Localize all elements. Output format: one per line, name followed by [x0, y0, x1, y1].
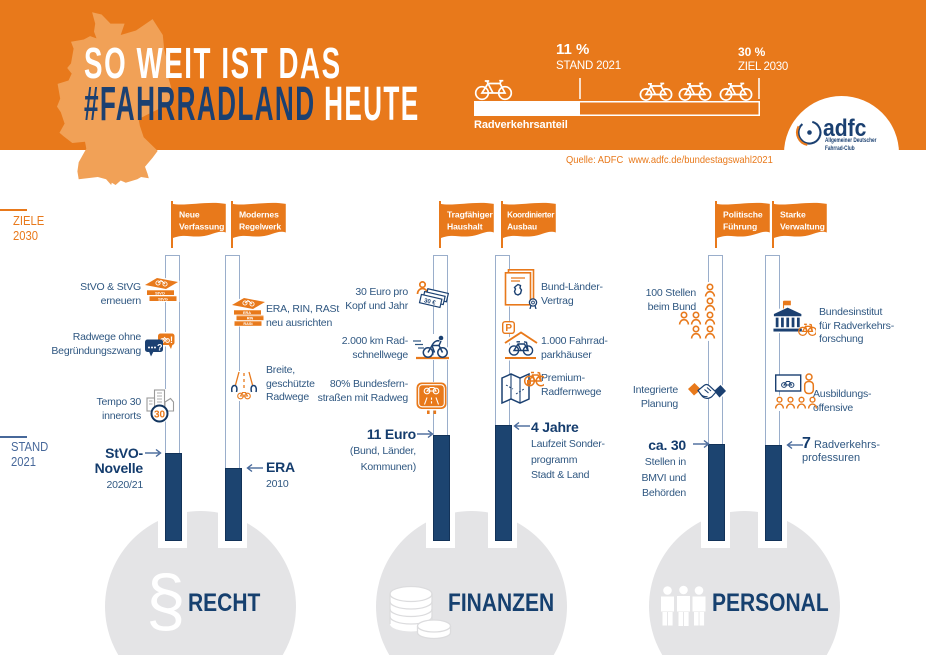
svg-text:?: ?	[157, 343, 162, 353]
svg-text:Tragfähiger: Tragfähiger	[447, 209, 493, 219]
svg-text:30 €: 30 €	[423, 298, 436, 307]
svg-text:Modernes: Modernes	[239, 209, 279, 219]
svg-text:!: !	[170, 335, 173, 345]
svg-text:Haushalt: Haushalt	[447, 222, 483, 232]
svg-text:Starke: Starke	[780, 209, 806, 219]
svg-text:RIN: RIN	[247, 317, 254, 321]
svg-text:Führung: Führung	[723, 222, 757, 232]
svg-text:StVG: StVG	[158, 296, 168, 301]
svg-text:P: P	[505, 323, 512, 334]
svg-text:RASt: RASt	[243, 322, 253, 326]
svg-text:Politische: Politische	[723, 209, 763, 219]
svg-text:Ausbau: Ausbau	[507, 222, 537, 232]
svg-text:Verfassung: Verfassung	[179, 222, 224, 232]
svg-text:Neue: Neue	[179, 209, 200, 219]
svg-text:ERA: ERA	[243, 311, 251, 315]
svg-text:Regelwerk: Regelwerk	[239, 222, 281, 232]
svg-text:30: 30	[154, 409, 166, 420]
svg-text:Koordinierter: Koordinierter	[507, 210, 554, 219]
svg-text:StVO: StVO	[155, 290, 165, 295]
svg-text:Verwaltung: Verwaltung	[780, 222, 825, 232]
